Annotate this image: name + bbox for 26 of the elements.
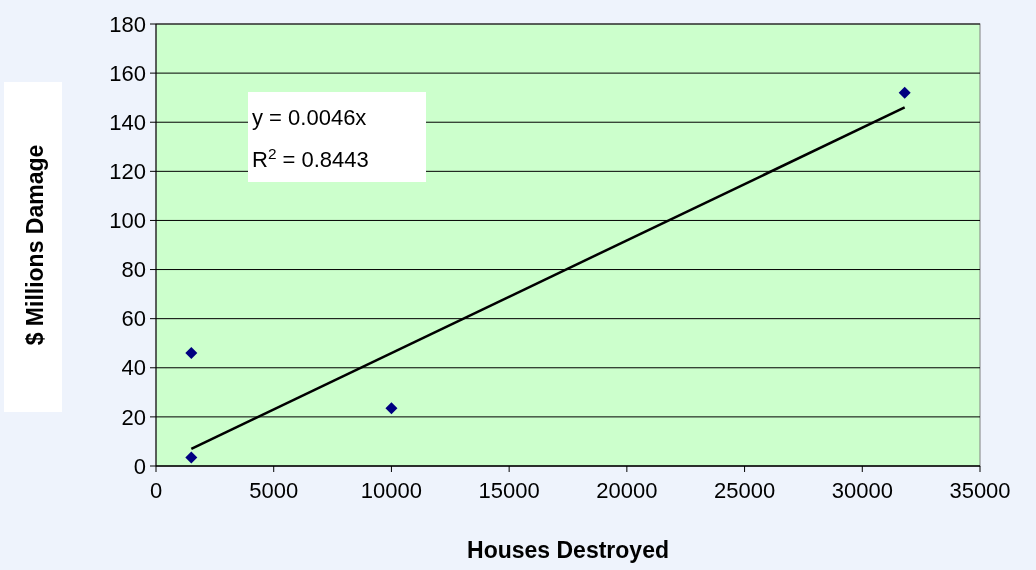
y-tick-label: 80: [121, 257, 146, 283]
y-tick-label: 40: [121, 355, 146, 381]
x-tick-label: 25000: [713, 478, 776, 503]
x-tick-label: 20000: [596, 478, 658, 503]
x-tick-label: 30000: [831, 478, 893, 503]
y-axis-title: $ Millions Damage: [22, 144, 48, 346]
annotation: y = 0.0046x: [252, 105, 367, 130]
point: [185, 451, 198, 464]
y-tick-label: 0: [133, 453, 146, 479]
point: [385, 402, 398, 415]
y-tick-label: 180: [109, 11, 146, 37]
x-tick-label: 10000: [360, 478, 423, 503]
x-tick-label: 0: [149, 478, 163, 503]
y-tick-label: 120: [109, 159, 146, 185]
y-tick-label: 60: [121, 306, 146, 332]
y-tick-label: 20: [121, 404, 146, 430]
point: [185, 347, 198, 360]
point: [898, 86, 911, 99]
x-tick-label: 5000: [249, 478, 299, 503]
y-tick-label: 140: [109, 109, 146, 135]
x-axis-title: Houses Destroyed: [467, 537, 669, 563]
x-tick-label: 35000: [949, 478, 1011, 503]
y-tick-label: 160: [109, 60, 146, 86]
x-tick-label: 15000: [478, 478, 540, 503]
y-tick-label: 100: [109, 208, 146, 234]
annotation: R$^{2}$ = 0.8443: [252, 144, 369, 172]
